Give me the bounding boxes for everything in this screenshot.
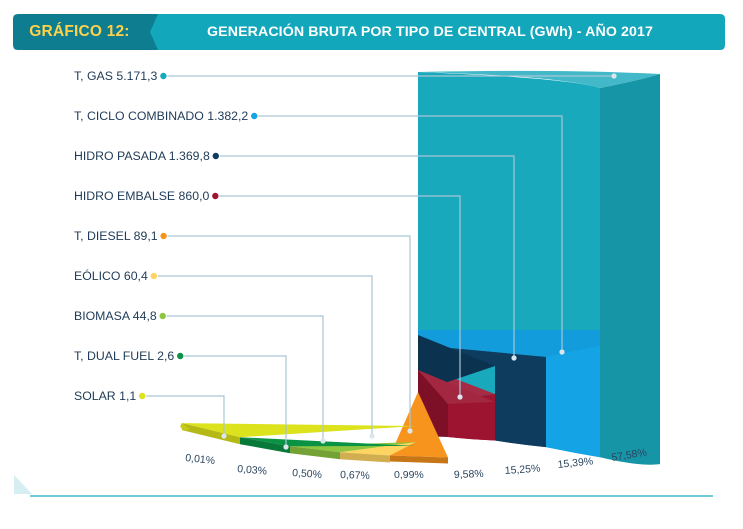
- bar-t-ciclo-combinado-top-face: [418, 330, 600, 357]
- category-label: T, GAS 5.171,3: [74, 69, 158, 83]
- title-bar-background: [140, 14, 725, 50]
- percentage-label: 0,50%: [292, 467, 323, 481]
- legend-dot: [139, 392, 146, 400]
- category-label: T, DUAL FUEL 2,6: [74, 349, 174, 363]
- percentage-label: 0,99%: [394, 469, 424, 481]
- legend-dot: [159, 312, 166, 320]
- category-label: EÓLICO 60,4: [74, 268, 148, 283]
- leader-end-dot: [511, 355, 517, 361]
- leader-line: [157, 275, 373, 436]
- legend-dot: [160, 72, 167, 80]
- title-bar: [13, 14, 725, 50]
- category-label: T, CICLO COMBINADO 1.382,2: [74, 109, 248, 123]
- percentage-label: 15,39%: [557, 455, 594, 471]
- bar-t-dual-fuel-rim: [240, 437, 290, 454]
- bar-t-ciclo-combinado-front: [546, 346, 600, 458]
- leader-end-dot: [283, 444, 289, 450]
- category-label: T, DIESEL 89,1: [74, 229, 158, 243]
- bar-t-dual-fuel: [240, 437, 416, 447]
- category-labels: T, GAS 5.171,3 T, CICLO COMBINADO 1.382,2…: [74, 69, 617, 450]
- legend-dot: [212, 192, 219, 200]
- leader-line: [167, 235, 411, 431]
- leader-end-dot: [457, 394, 463, 400]
- bar-solar-rim: [182, 423, 240, 445]
- leader-end-dot: [407, 428, 413, 434]
- leader-end-dot: [221, 433, 227, 439]
- legend-dot: [212, 152, 219, 160]
- bar-solar: [182, 423, 416, 438]
- bar-hidro-pasada-side: [418, 335, 495, 392]
- leader-line: [258, 115, 563, 352]
- percentage-label: 9,58%: [454, 468, 484, 481]
- leader-line: [184, 355, 287, 447]
- bar-group: [180, 70, 660, 465]
- bar-eólico-rim: [340, 452, 390, 463]
- percentage-label: 15,25%: [504, 463, 540, 477]
- legend-dot: [177, 352, 184, 360]
- percentage-label: 0,01%: [185, 452, 216, 467]
- leader-end-dot: [559, 349, 565, 355]
- category-label: SOLAR 1,1: [74, 389, 136, 403]
- leader-line: [219, 195, 461, 397]
- leader-end-dot: [611, 73, 617, 79]
- corner-decoration: [14, 475, 32, 494]
- percentage-label: 0,67%: [340, 469, 370, 482]
- category-label: BIOMASA 44,8: [74, 309, 157, 323]
- percentage-label: 0,03%: [237, 463, 268, 478]
- category-label: HIDRO PASADA 1.369,8: [74, 149, 210, 163]
- legend-dot: [150, 272, 158, 280]
- figure-label-background: [13, 14, 158, 50]
- legend-dot: [251, 112, 258, 120]
- percentage-label: 57,58%: [611, 447, 648, 464]
- chart-title: GENERACIÓN BRUTA POR TIPO DE CENTRAL (GW…: [207, 24, 653, 40]
- category-label: HIDRO EMBALSE 860,0: [74, 189, 209, 203]
- bar-t-gas-top: [418, 70, 660, 88]
- leader-end-dot: [369, 433, 375, 439]
- bar-hidro-pasada-front: [495, 360, 546, 448]
- bar-solar-cap: [180, 423, 190, 431]
- bar-t-diesel: [390, 392, 448, 458]
- leader-end-dot: [320, 438, 326, 444]
- leader-line: [219, 155, 515, 358]
- leader-line: [166, 315, 324, 441]
- figure-label: GRÁFICO 12:: [29, 23, 130, 40]
- legend-dot: [160, 232, 167, 240]
- bar-t-gas: [600, 74, 660, 465]
- bar-t-diesel-rim: [390, 455, 448, 464]
- bar-hidro-embalse-front: [448, 402, 495, 441]
- bar-biomasa-rim: [290, 446, 340, 460]
- percentage-labels: 57,58% 15,39% 15,25% 9,58% 0,99% 0,67% 0,50% 0,…: [185, 447, 648, 482]
- leader-line: [146, 395, 225, 436]
